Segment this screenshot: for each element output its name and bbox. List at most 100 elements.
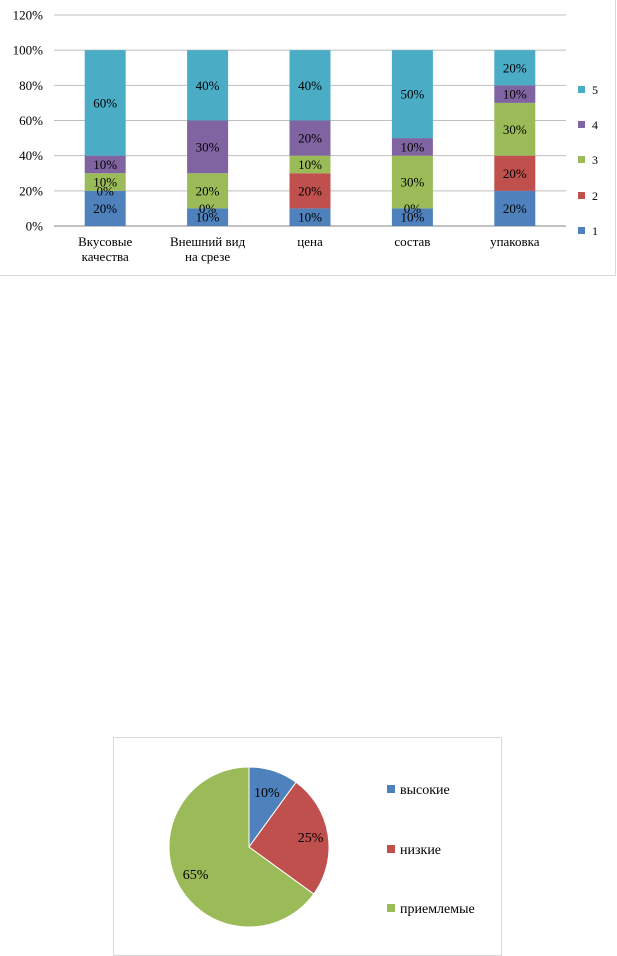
legend-label: 3 — [592, 153, 598, 167]
bar-segment-series-4 — [289, 120, 331, 156]
bar-segment-series-5 — [494, 50, 536, 86]
legend-item: высокие — [387, 783, 450, 798]
pie-value-label: 65% — [183, 868, 209, 883]
x-axis-labels: Вкусовые качества Внешний вид на срезе цена с… — [78, 234, 540, 264]
legend-swatch — [387, 785, 395, 793]
legend-swatch — [578, 156, 585, 163]
data-label: 20% — [503, 60, 527, 75]
data-label: 30% — [196, 139, 220, 154]
bar-segment-series-2 — [494, 155, 536, 191]
pie-slices — [168, 766, 330, 928]
legend-swatch — [578, 192, 585, 199]
data-label: 20% — [298, 183, 322, 198]
legend-item: 2 — [578, 189, 598, 203]
data-label: 20% — [298, 131, 322, 146]
bar-segment-series-5 — [391, 50, 433, 139]
pie-chart: 10% 25% 65% высокие низкие приемлемые — [113, 737, 502, 956]
legend-item: 5 — [578, 83, 598, 97]
bar-segment-series-1 — [187, 208, 229, 226]
legend-item: 1 — [578, 224, 598, 238]
data-label: 20% — [503, 166, 527, 181]
data-labels: 20%0%10%10%60%10%0%20%30%40%10%20%10%20%… — [93, 60, 527, 224]
data-label: 60% — [93, 95, 117, 110]
legend-label: высокие — [400, 783, 450, 798]
data-label: 0% — [404, 201, 422, 216]
bar-segment-series-3 — [84, 173, 126, 191]
legend-label: приемлемые — [400, 902, 475, 917]
data-label: 40% — [298, 78, 322, 93]
pie-slice-низкие — [248, 781, 330, 895]
legend-label: 5 — [592, 83, 598, 97]
x-category-label: цена — [297, 234, 323, 249]
legend-swatch — [387, 904, 395, 912]
data-label: 50% — [400, 87, 424, 102]
legend-label: 4 — [592, 118, 598, 132]
bar-segment-series-1 — [289, 208, 331, 226]
bar-chart-canvas: 0%20%40%60%80%100%120%20%0%10%10%60%10%0… — [13, 8, 598, 265]
data-label: 10% — [93, 175, 117, 190]
data-label: 0% — [199, 201, 217, 216]
bar-segment-series-3 — [187, 173, 229, 209]
legend-item: 4 — [578, 118, 598, 132]
bar-segment-series-1 — [391, 208, 433, 226]
data-label: 30% — [503, 122, 527, 137]
legend-label: низкие — [400, 843, 441, 858]
data-label: 10% — [93, 157, 117, 172]
bar-segment-series-4 — [84, 155, 126, 174]
bar-segment-series-1 — [494, 190, 536, 226]
legend-label: 1 — [592, 224, 598, 238]
bar-segment-series-4 — [494, 85, 536, 103]
data-label: 10% — [503, 87, 527, 102]
y-tick-label: 20% — [19, 183, 43, 198]
y-tick-label: 40% — [19, 148, 43, 163]
data-label: 40% — [196, 78, 220, 93]
y-axis-ticks: 0% 20% 40% 60% 80% 100% 120% — [13, 8, 44, 234]
pie-legend: высокие низкие приемлемые — [387, 783, 475, 917]
data-label: 20% — [196, 183, 220, 198]
y-tick-label: 60% — [19, 113, 43, 128]
legend-swatch — [578, 86, 585, 93]
data-label: 10% — [196, 210, 220, 225]
bar-segment-series-2 — [289, 173, 331, 209]
y-tick-label: 120% — [13, 8, 44, 23]
data-label: 10% — [298, 210, 322, 225]
y-tick-label: 80% — [19, 78, 43, 93]
x-category-label: Внешний вид на срезе — [170, 234, 246, 264]
bar-segment-series-4 — [187, 120, 229, 174]
legend-item: низкие — [387, 843, 441, 858]
data-label: 10% — [400, 139, 424, 154]
bar-segment-series-1 — [84, 190, 126, 226]
legend-label: 2 — [592, 189, 598, 203]
legend-item: приемлемые — [387, 902, 475, 917]
legend-swatch — [578, 121, 585, 128]
data-label: 10% — [400, 210, 424, 225]
pie-chart-canvas: 10% 25% 65% высокие низкие приемлемые — [168, 766, 475, 928]
data-label: 30% — [400, 175, 424, 190]
data-label: 20% — [503, 201, 527, 216]
y-tick-label: 100% — [13, 43, 44, 58]
legend-swatch — [578, 227, 585, 234]
data-label: 20% — [93, 201, 117, 216]
x-category-label: упаковка — [490, 234, 540, 249]
x-category-label: состав — [394, 234, 430, 249]
data-label: 10% — [298, 157, 322, 172]
bar-segment-series-3 — [494, 102, 536, 156]
pie-data-labels: 10% 25% 65% — [183, 786, 324, 883]
legend: 5 4 3 2 1 — [578, 83, 598, 238]
y-tick-label: 0% — [26, 219, 44, 234]
bar-segment-series-5 — [84, 50, 126, 156]
bar-segment-series-3 — [289, 155, 331, 174]
bar-segment-series-4 — [391, 138, 433, 156]
bar-segment-series-5 — [289, 50, 331, 121]
legend-swatch — [387, 845, 395, 853]
data-label: 0% — [97, 183, 115, 198]
pie-slice-приемлемые — [168, 766, 315, 928]
x-category-label: Вкусовые качества — [78, 234, 132, 264]
pie-value-label: 25% — [298, 831, 324, 846]
bar-segment-series-3 — [391, 155, 433, 209]
bar-segment-series-5 — [187, 50, 229, 121]
stacked-bar-chart: 0% 20% 40% 60% 80% 100% 120% 20% 0% 10% 10% 60% 10% 0… — [0, 0, 616, 276]
bars — [84, 50, 536, 226]
legend-item: 3 — [578, 153, 598, 167]
pie-value-label: 10% — [254, 786, 280, 801]
